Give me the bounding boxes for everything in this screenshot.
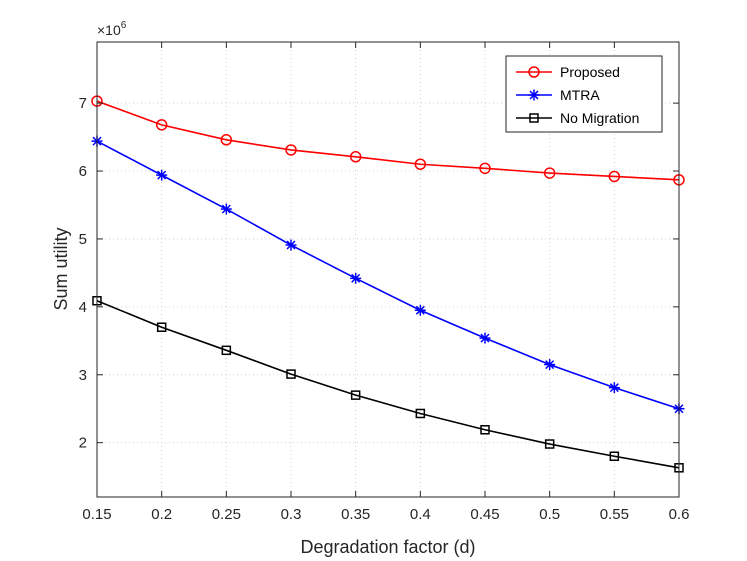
series-line-proposed [96,100,680,181]
y-tick-label: 6 [79,163,87,180]
legend-item-no-migration: No Migration [516,110,639,126]
data-point-proposed [220,134,233,146]
series-line-no-migration [96,299,680,469]
x-tick-label: 0.2 [151,506,172,523]
y-exponent-label: ×106 [97,20,127,38]
data-point-no-migration [350,390,361,400]
data-point-mtra [544,359,556,371]
y-tick-label: 4 [79,299,87,316]
x-tick-label: 0.35 [341,506,370,523]
y-tick-label: 7 [79,95,87,112]
grid [96,42,680,497]
y-tick-label: 5 [79,231,87,248]
data-point-no-migration [415,408,426,419]
x-tick-label: 0.6 [669,506,690,523]
data-point-no-migration [286,369,296,379]
x-tick-label: 0.4 [410,506,431,523]
data-point-mtra [350,272,362,284]
y-tick-label: 3 [79,367,87,384]
y-tick-label: 2 [79,435,87,452]
data-point-mtra [608,382,620,394]
legend-item-proposed: Proposed [516,64,620,80]
y-axis-label: Sum utility [51,227,71,310]
series-line-mtra [96,140,680,410]
data-point-proposed [414,158,427,170]
axes: 0.15 0.2 0.25 0.3 0.35 0.4 0.45 0.5 0.55 0.6 2 3 4 5 6… [79,42,690,523]
data-point-mtra [220,203,232,215]
plot-frame [96,41,680,498]
x-tick-label: 0.45 [470,506,499,523]
x-tick-label: 0.3 [281,506,302,523]
data-point-no-migration [544,439,555,449]
x-tick-label: 0.5 [539,506,560,523]
data-point-proposed [479,162,491,175]
data-point-mtra [414,304,426,316]
data-point-proposed [155,119,168,131]
data-point-proposed [285,144,297,156]
legend-label: Proposed [560,64,620,80]
legend: Proposed MTRA No Migration [505,55,663,133]
data-point-no-migration [221,345,232,356]
series-proposed [91,95,685,186]
x-tick-label: 0.55 [600,506,629,523]
x-tick-label: 0.15 [82,506,111,523]
data-point-mtra [479,332,491,344]
x-tick-label: 0.25 [212,506,241,523]
data-point-no-migration [480,425,490,435]
data-point-no-migration [609,451,620,462]
data-point-proposed [349,151,362,163]
legend-label: No Migration [560,110,639,126]
data-point-proposed [608,170,621,183]
legend-marker [528,89,540,101]
legend-marker [528,66,540,78]
data-point-no-migration [156,322,167,332]
legend-label: MTRA [560,87,600,103]
legend-item-mtra: MTRA [516,87,600,103]
data-point-mtra [156,169,168,181]
legend-marker [529,113,539,123]
data-point-mtra [285,239,297,251]
x-axis-label: Degradation factor (d) [300,537,475,557]
data-point-proposed [543,167,556,179]
